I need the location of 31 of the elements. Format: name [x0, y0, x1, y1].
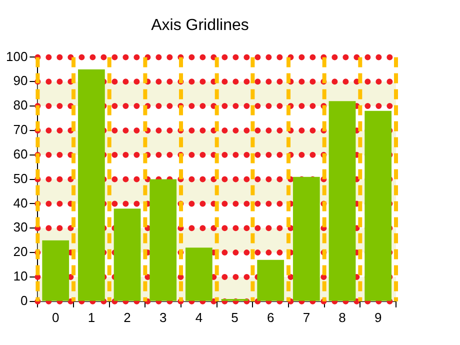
x-tick-label: 2 — [124, 310, 131, 325]
y-tick-label: 90 — [13, 73, 28, 88]
bar — [78, 69, 105, 301]
bar — [292, 176, 320, 301]
y-tick-label: 100 — [6, 48, 28, 64]
bar — [257, 260, 284, 301]
x-tick-label: 0 — [52, 310, 60, 325]
chart-title: Axis Gridlines — [151, 17, 249, 34]
y-tick-label: 50 — [13, 170, 28, 186]
bar — [364, 110, 392, 301]
x-tick-label: 9 — [374, 310, 382, 325]
x-tick-label: 4 — [195, 310, 203, 325]
bar — [328, 101, 356, 301]
x-tick-label: 3 — [159, 310, 167, 325]
y-tick-label: 70 — [13, 122, 28, 138]
bar — [114, 208, 141, 301]
x-tick-label: 5 — [231, 310, 238, 325]
x-tick-label: 1 — [88, 310, 96, 325]
x-tick-label: 6 — [266, 310, 274, 325]
bar — [150, 179, 177, 301]
x-tick-label: 7 — [302, 310, 310, 325]
y-tick-label: 60 — [13, 146, 28, 162]
x-tick-label: 8 — [338, 310, 346, 325]
y-tick-label: 0 — [20, 292, 28, 308]
y-tick-label: 10 — [13, 268, 28, 284]
y-tick-label: 30 — [13, 220, 28, 235]
y-tick-label: 40 — [13, 195, 28, 210]
bar — [185, 248, 212, 301]
y-tick-label: 20 — [13, 244, 28, 260]
bar — [42, 240, 70, 301]
y-tick-label: 80 — [13, 98, 28, 113]
